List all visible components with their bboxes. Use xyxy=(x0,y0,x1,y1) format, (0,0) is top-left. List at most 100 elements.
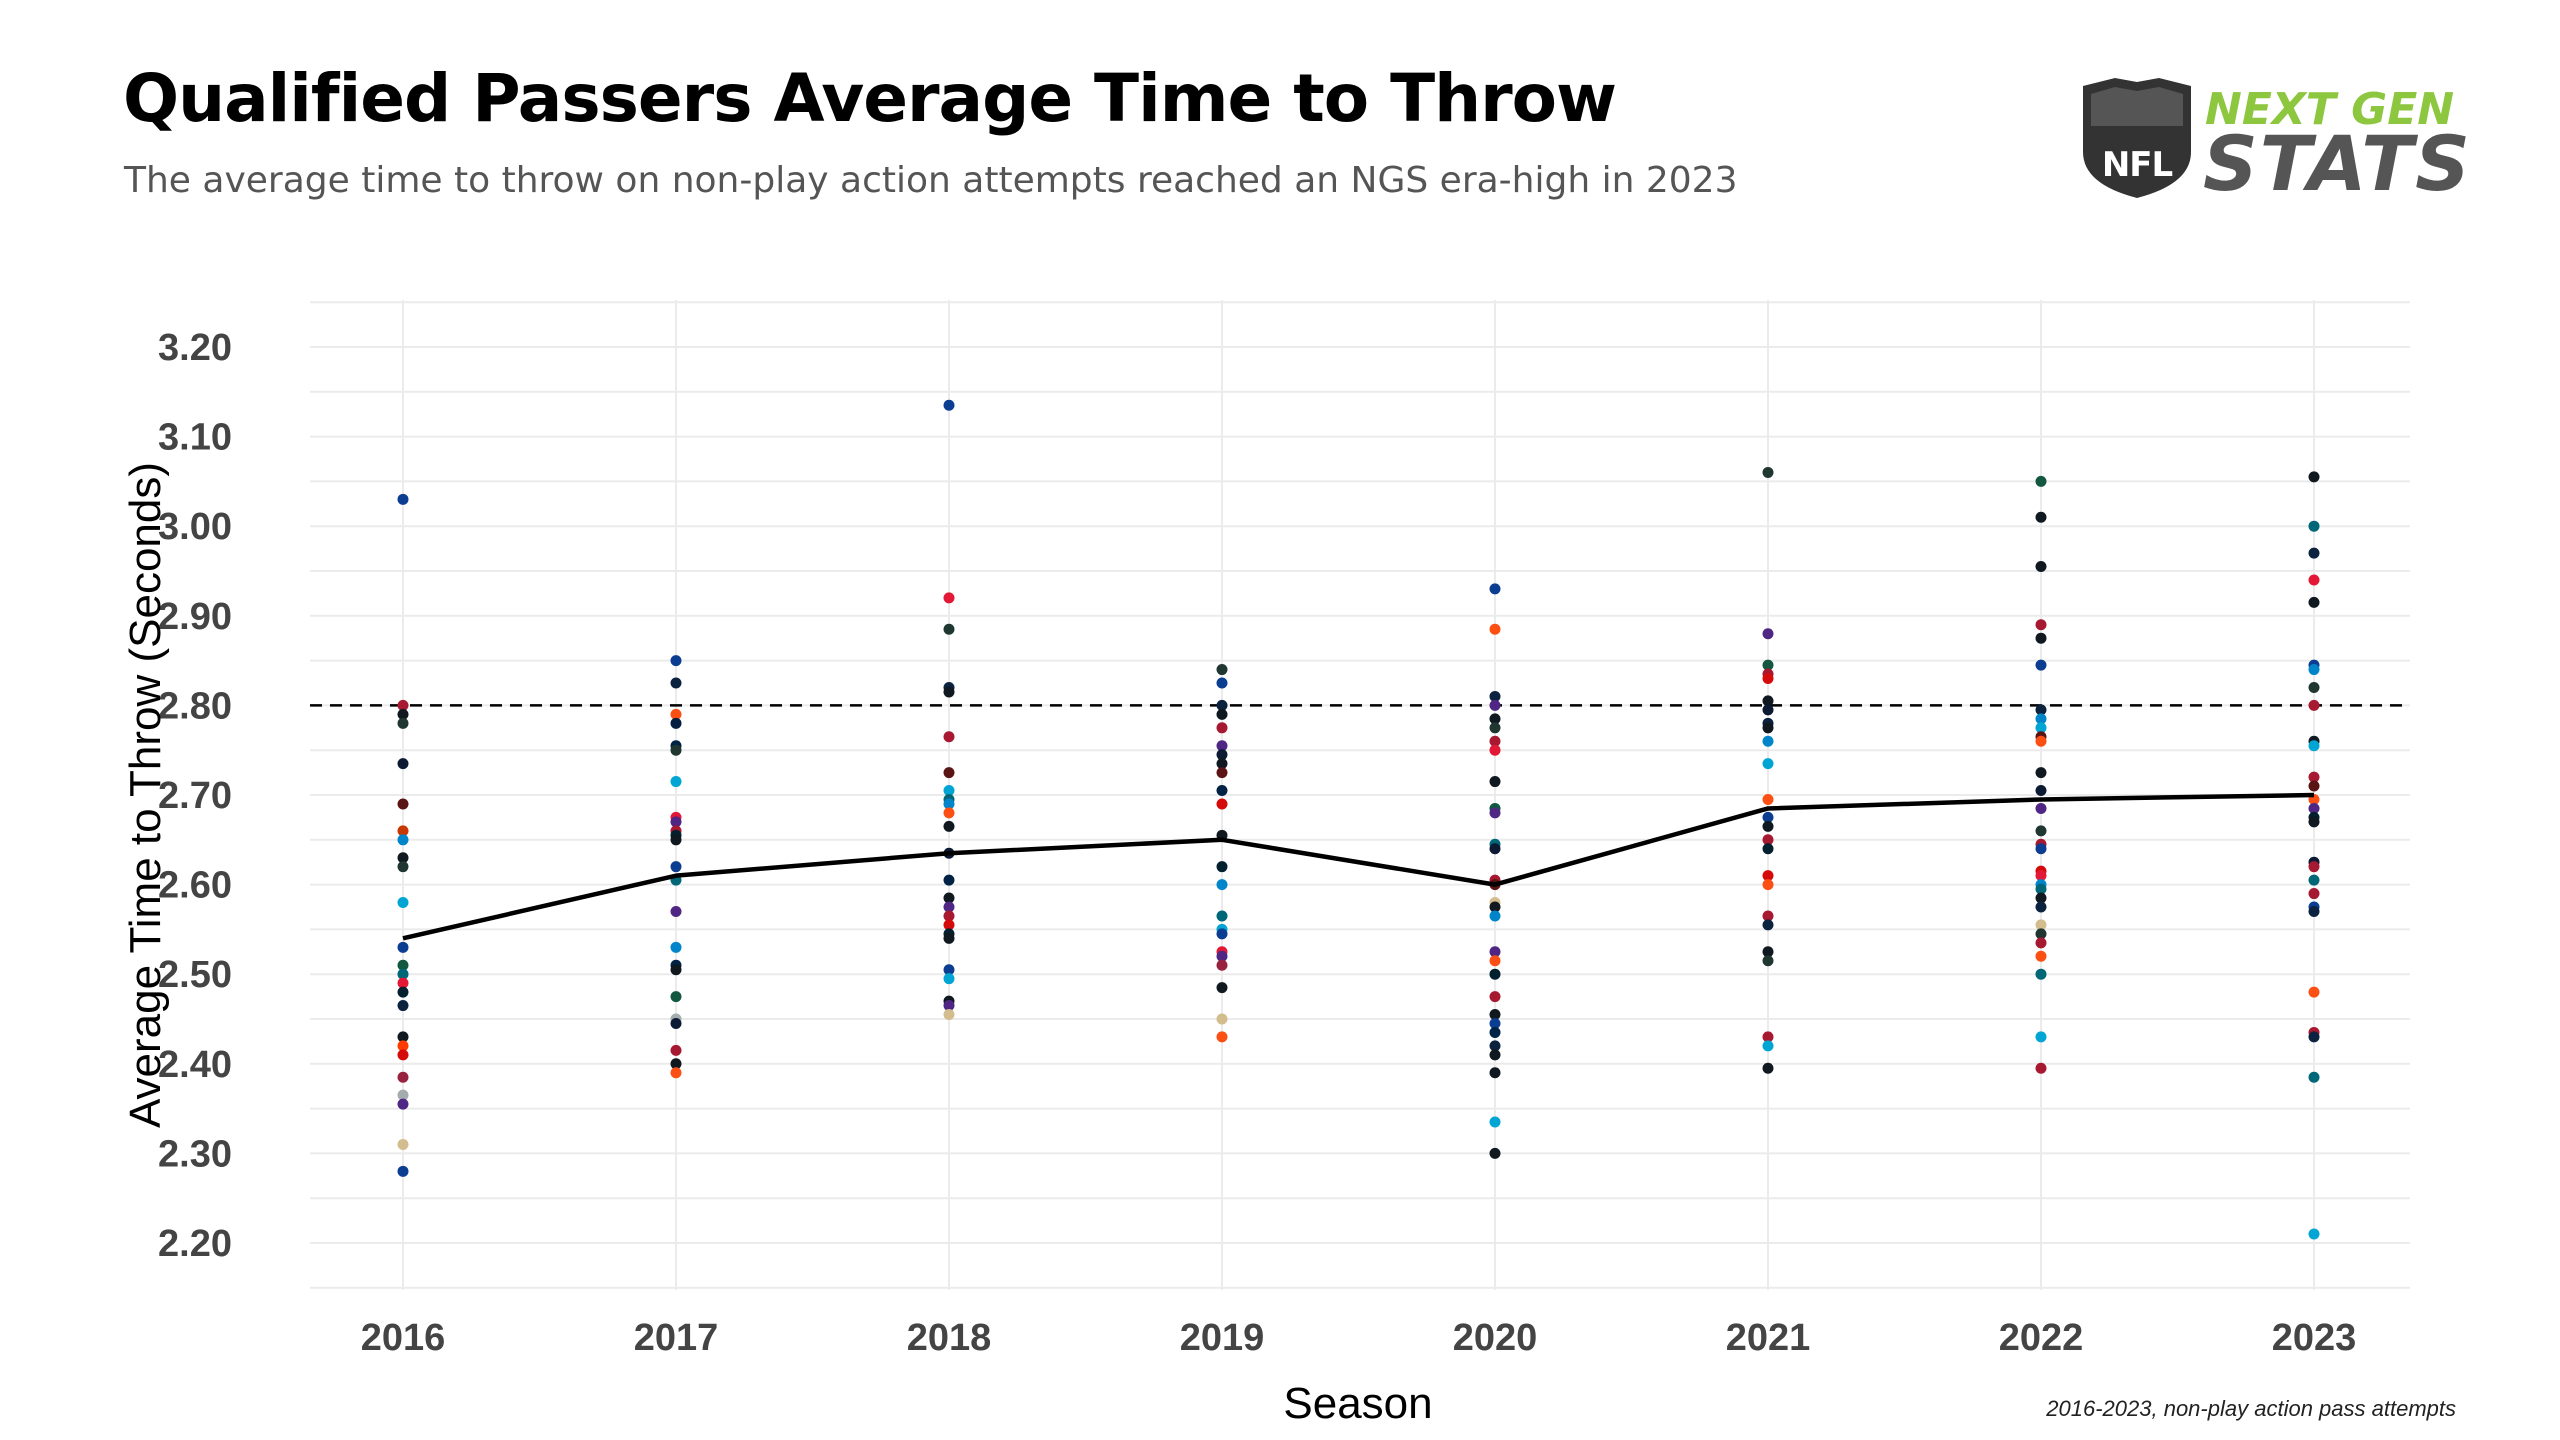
data-point xyxy=(670,677,682,689)
y-tick-label: 2.90 xyxy=(158,596,232,638)
data-point xyxy=(1489,722,1501,734)
data-point xyxy=(1762,628,1774,640)
data-point xyxy=(670,776,682,788)
data-point xyxy=(1216,699,1228,711)
data-point xyxy=(2035,1031,2047,1043)
y-tick-label: 2.20 xyxy=(158,1223,232,1265)
data-point xyxy=(2035,735,2047,747)
data-point xyxy=(397,897,409,909)
data-point xyxy=(397,699,409,711)
data-point xyxy=(2035,704,2047,716)
data-point xyxy=(1489,1147,1501,1159)
data-point xyxy=(2035,919,2047,931)
data-point xyxy=(670,1044,682,1056)
data-point xyxy=(943,592,955,604)
data-point xyxy=(1216,928,1228,940)
data-point xyxy=(2308,888,2320,900)
data-point xyxy=(397,1138,409,1150)
data-point xyxy=(943,910,955,922)
data-point xyxy=(2035,475,2047,487)
data-point xyxy=(2035,937,2047,949)
y-tick-label: 2.30 xyxy=(158,1133,232,1175)
data-point xyxy=(397,977,409,989)
data-point xyxy=(670,816,682,828)
data-point xyxy=(1489,735,1501,747)
data-point xyxy=(670,1067,682,1079)
data-point xyxy=(943,1000,955,1012)
data-point xyxy=(2035,870,2047,882)
data-point xyxy=(1762,722,1774,734)
data-point xyxy=(1489,623,1501,635)
data-point xyxy=(397,825,409,837)
data-point xyxy=(1489,1017,1501,1029)
y-tick-label: 3.00 xyxy=(158,506,232,548)
data-point xyxy=(397,861,409,873)
data-point xyxy=(670,905,682,917)
data-point xyxy=(1216,749,1228,761)
data-point xyxy=(1489,1040,1501,1052)
data-point xyxy=(670,834,682,846)
data-point xyxy=(2035,950,2047,962)
data-point xyxy=(1762,735,1774,747)
data-point xyxy=(397,834,409,846)
data-point xyxy=(1489,843,1501,855)
data-point xyxy=(1762,843,1774,855)
data-point xyxy=(397,708,409,720)
data-point xyxy=(670,964,682,976)
data-point xyxy=(397,758,409,770)
data-point xyxy=(1489,713,1501,725)
data-point xyxy=(943,892,955,904)
data-point xyxy=(670,861,682,873)
data-point xyxy=(1762,919,1774,931)
data-point xyxy=(1489,1049,1501,1061)
data-point xyxy=(1489,1067,1501,1079)
data-point xyxy=(2308,471,2320,483)
data-point xyxy=(1762,946,1774,958)
y-tick-label: 2.50 xyxy=(158,954,232,996)
data-point xyxy=(397,493,409,505)
y-tick-label: 3.10 xyxy=(158,417,232,459)
average-line xyxy=(402,792,2315,941)
data-point xyxy=(1216,785,1228,797)
data-point xyxy=(1216,1031,1228,1043)
data-point xyxy=(397,852,409,864)
data-point xyxy=(397,1098,409,1110)
data-point xyxy=(2308,664,2320,676)
data-point xyxy=(2308,816,2320,828)
data-point xyxy=(1762,673,1774,685)
data-point xyxy=(2035,713,2047,725)
data-point xyxy=(2035,928,2047,940)
data-point xyxy=(1489,968,1501,980)
data-point xyxy=(1216,722,1228,734)
data-point xyxy=(2035,968,2047,980)
data-point xyxy=(943,964,955,976)
data-point xyxy=(943,623,955,635)
data-point xyxy=(1762,704,1774,716)
data-point xyxy=(943,919,955,931)
x-axis-ticks: 2016 2017 2018 2019 2020 2021 2022 2023 xyxy=(361,1317,2357,1359)
data-point xyxy=(397,1089,409,1101)
data-point xyxy=(1489,807,1501,819)
data-point xyxy=(670,717,682,729)
data-point xyxy=(943,399,955,411)
data-point xyxy=(670,655,682,667)
x-tick-label: 2019 xyxy=(1180,1317,1265,1359)
data-point xyxy=(1489,991,1501,1003)
y-axis-ticks: 2.20 2.30 2.40 2.50 2.60 2.70 2.80 2.90 3.00 3.10… xyxy=(158,327,232,1265)
x-tick-label: 2018 xyxy=(907,1317,992,1359)
logo-line1: NEXT GEN xyxy=(2205,84,2454,135)
data-point xyxy=(670,1058,682,1070)
data-point xyxy=(943,973,955,985)
data-point xyxy=(943,820,955,832)
data-point xyxy=(1489,690,1501,702)
data-point xyxy=(2308,861,2320,873)
x-tick-label: 2021 xyxy=(1726,1317,1811,1359)
data-point xyxy=(943,932,955,944)
data-point xyxy=(397,941,409,953)
data-point xyxy=(1762,793,1774,805)
x-tick-label: 2016 xyxy=(361,1317,446,1359)
data-point xyxy=(2308,596,2320,608)
data-point xyxy=(2035,843,2047,855)
average-line-path xyxy=(402,792,2315,941)
x-tick-label: 2022 xyxy=(1999,1317,2084,1359)
